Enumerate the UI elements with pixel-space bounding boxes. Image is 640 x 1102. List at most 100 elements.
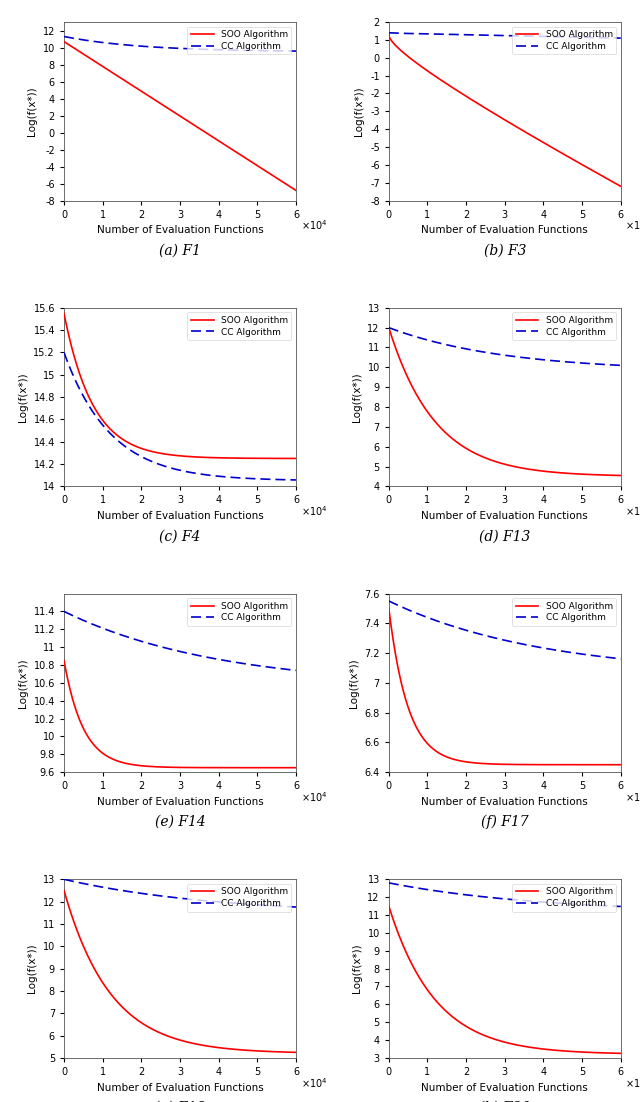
SOO Algorithm [570,467,578,480]
CC Algorithm [292,44,300,57]
CC Algorithm [479,628,486,641]
SOO Algorithm [385,28,392,41]
CC Algorithm [60,873,68,886]
CC Algorithm [220,43,227,56]
CC Algorithm [241,657,249,670]
Y-axis label: Log(f(x*)): Log(f(x*)) [18,658,28,707]
CC Algorithm [163,41,170,54]
SOO Algorithm [154,446,162,460]
SOO Algorithm [241,452,249,465]
SOO Algorithm [241,761,249,775]
CC Algorithm [566,646,573,659]
CC Algorithm [566,31,573,44]
Text: $\times10^4$: $\times10^4$ [301,1076,327,1090]
X-axis label: Number of Evaluation Functions: Number of Evaluation Functions [97,225,264,235]
SOO Algorithm [163,1029,170,1042]
CC Algorithm [292,663,300,677]
SOO Algorithm [617,468,625,482]
Line: CC Algorithm: CC Algorithm [64,879,296,907]
SOO Algorithm [570,1045,578,1058]
Legend: SOO Algorithm, CC Algorithm: SOO Algorithm, CC Algorithm [188,598,291,626]
Legend: SOO Algorithm, CC Algorithm: SOO Algorithm, CC Algorithm [512,598,616,626]
Line: SOO Algorithm: SOO Algorithm [64,660,296,768]
X-axis label: Number of Evaluation Functions: Number of Evaluation Functions [421,1082,588,1092]
SOO Algorithm [487,105,495,118]
SOO Algorithm [84,949,92,962]
SOO Algorithm [385,899,392,912]
Text: $\times10^4$: $\times10^4$ [625,218,640,233]
Line: SOO Algorithm: SOO Algorithm [64,42,296,191]
CC Algorithm [385,594,392,607]
Line: CC Algorithm: CC Algorithm [64,353,296,480]
CC Algorithm [479,345,486,358]
CC Algorithm [409,880,417,894]
CC Algorithm [154,889,162,903]
SOO Algorithm [479,100,486,114]
SOO Algorithm [409,380,417,393]
SOO Algorithm [60,653,68,667]
CC Algorithm [479,890,486,904]
CC Algorithm [544,642,552,656]
Legend: SOO Algorithm, CC Algorithm: SOO Algorithm, CC Algorithm [512,312,616,341]
Line: SOO Algorithm: SOO Algorithm [64,890,296,1052]
SOO Algorithm [544,465,552,478]
Y-axis label: Log(f(x*)): Log(f(x*)) [355,87,364,137]
CC Algorithm [566,897,573,910]
SOO Algorithm [163,100,170,114]
SOO Algorithm [245,761,253,775]
SOO Algorithm [154,95,162,108]
CC Algorithm [292,474,300,487]
SOO Algorithm [385,321,392,334]
CC Algorithm [220,653,227,667]
SOO Algorithm [544,1042,552,1056]
SOO Algorithm [220,1041,227,1055]
SOO Algorithm [292,761,300,775]
CC Algorithm [220,471,227,484]
CC Algorithm [544,896,552,909]
CC Algorithm [241,44,249,57]
CC Algorithm [487,347,495,360]
Text: (e) F14: (e) F14 [155,815,205,829]
CC Algorithm [409,329,417,343]
CC Algorithm [479,29,486,42]
Text: (a) F1: (a) F1 [159,244,201,258]
CC Algorithm [566,356,573,369]
SOO Algorithm [241,151,249,164]
SOO Algorithm [292,184,300,197]
SOO Algorithm [220,137,227,150]
Line: CC Algorithm: CC Algorithm [64,612,296,670]
Y-axis label: Log(f(x*)): Log(f(x*)) [349,658,358,707]
Line: CC Algorithm: CC Algorithm [388,883,621,907]
SOO Algorithm [479,1028,486,1041]
CC Algorithm [487,890,495,904]
SOO Algorithm [487,757,495,770]
Text: (b) F3: (b) F3 [484,244,526,258]
CC Algorithm [385,321,392,334]
SOO Algorithm [409,712,417,725]
CC Algorithm [154,41,162,54]
SOO Algorithm [163,760,170,774]
SOO Algorithm [544,758,552,771]
CC Algorithm [60,605,68,618]
SOO Algorithm [566,1045,573,1058]
Line: CC Algorithm: CC Algorithm [388,601,621,659]
CC Algorithm [84,878,92,892]
CC Algorithm [154,457,162,471]
SOO Algorithm [566,758,573,771]
Line: SOO Algorithm: SOO Algorithm [388,608,621,765]
X-axis label: Number of Evaluation Functions: Number of Evaluation Functions [421,797,588,807]
SOO Algorithm [292,1046,300,1059]
Text: (d) F13: (d) F13 [479,529,531,543]
SOO Algorithm [617,1047,625,1060]
CC Algorithm [245,898,253,911]
Legend: SOO Algorithm, CC Algorithm: SOO Algorithm, CC Algorithm [512,26,616,54]
CC Algorithm [409,605,417,618]
SOO Algorithm [566,151,573,164]
CC Algorithm [570,31,578,44]
X-axis label: Number of Evaluation Functions: Number of Evaluation Functions [421,225,588,235]
SOO Algorithm [60,306,68,320]
Line: CC Algorithm: CC Algorithm [388,33,621,39]
SOO Algorithm [154,1025,162,1038]
CC Algorithm [570,646,578,659]
SOO Algorithm [220,452,227,465]
